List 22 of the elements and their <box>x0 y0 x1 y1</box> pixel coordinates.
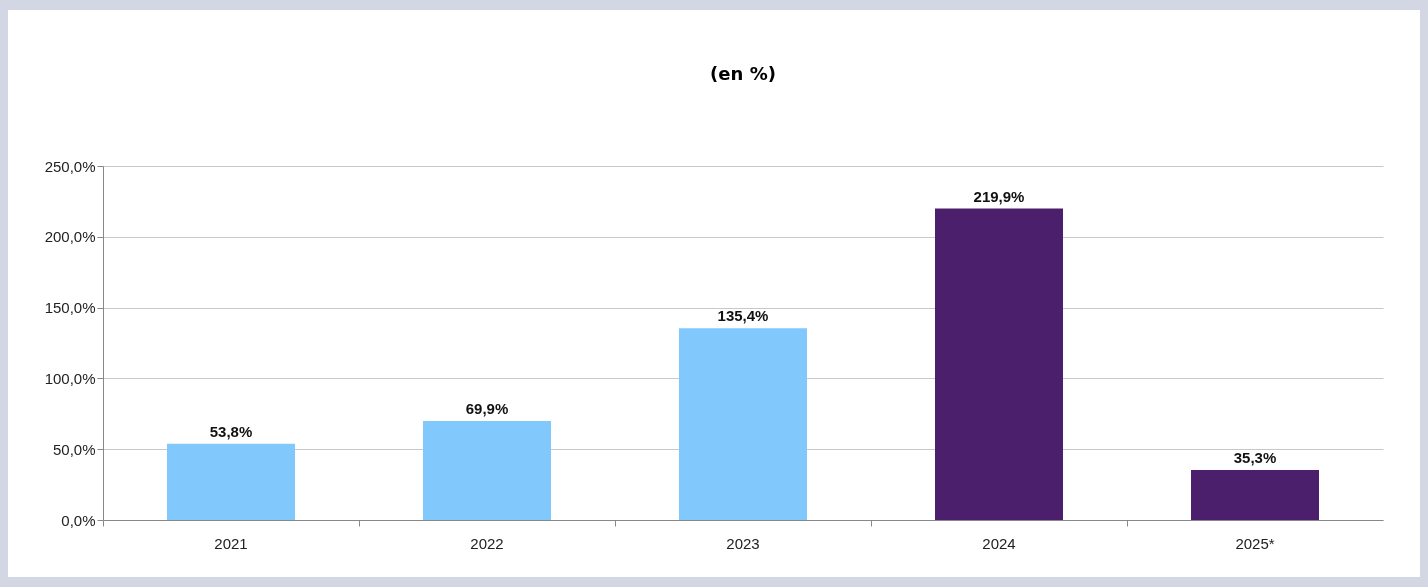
y-tick-label: 50,0% <box>52 440 96 458</box>
bar <box>167 443 295 520</box>
y-tick-label: 100,0% <box>44 369 96 387</box>
chart-title: (en %) <box>710 63 776 84</box>
y-tick-label: 0,0% <box>61 511 96 529</box>
data-label: 53,8% <box>209 422 253 440</box>
bar <box>1191 470 1319 520</box>
x-tick-label: 2022 <box>470 534 504 552</box>
y-tick-label: 200,0% <box>44 228 96 246</box>
x-tick-label: 2024 <box>982 534 1016 552</box>
bar <box>423 421 551 520</box>
data-label: 135,4% <box>717 307 769 325</box>
x-tick-label: 2023 <box>726 534 760 552</box>
data-label: 219,9% <box>973 187 1025 205</box>
bar <box>935 208 1063 520</box>
x-tick-label: 2025* <box>1235 534 1275 552</box>
bar <box>679 328 807 520</box>
y-tick-label: 250,0% <box>44 157 96 175</box>
data-label: 69,9% <box>465 400 509 418</box>
data-label: 35,3% <box>1233 449 1277 467</box>
y-tick-label: 150,0% <box>44 299 96 317</box>
x-tick-label: 2021 <box>214 534 248 552</box>
